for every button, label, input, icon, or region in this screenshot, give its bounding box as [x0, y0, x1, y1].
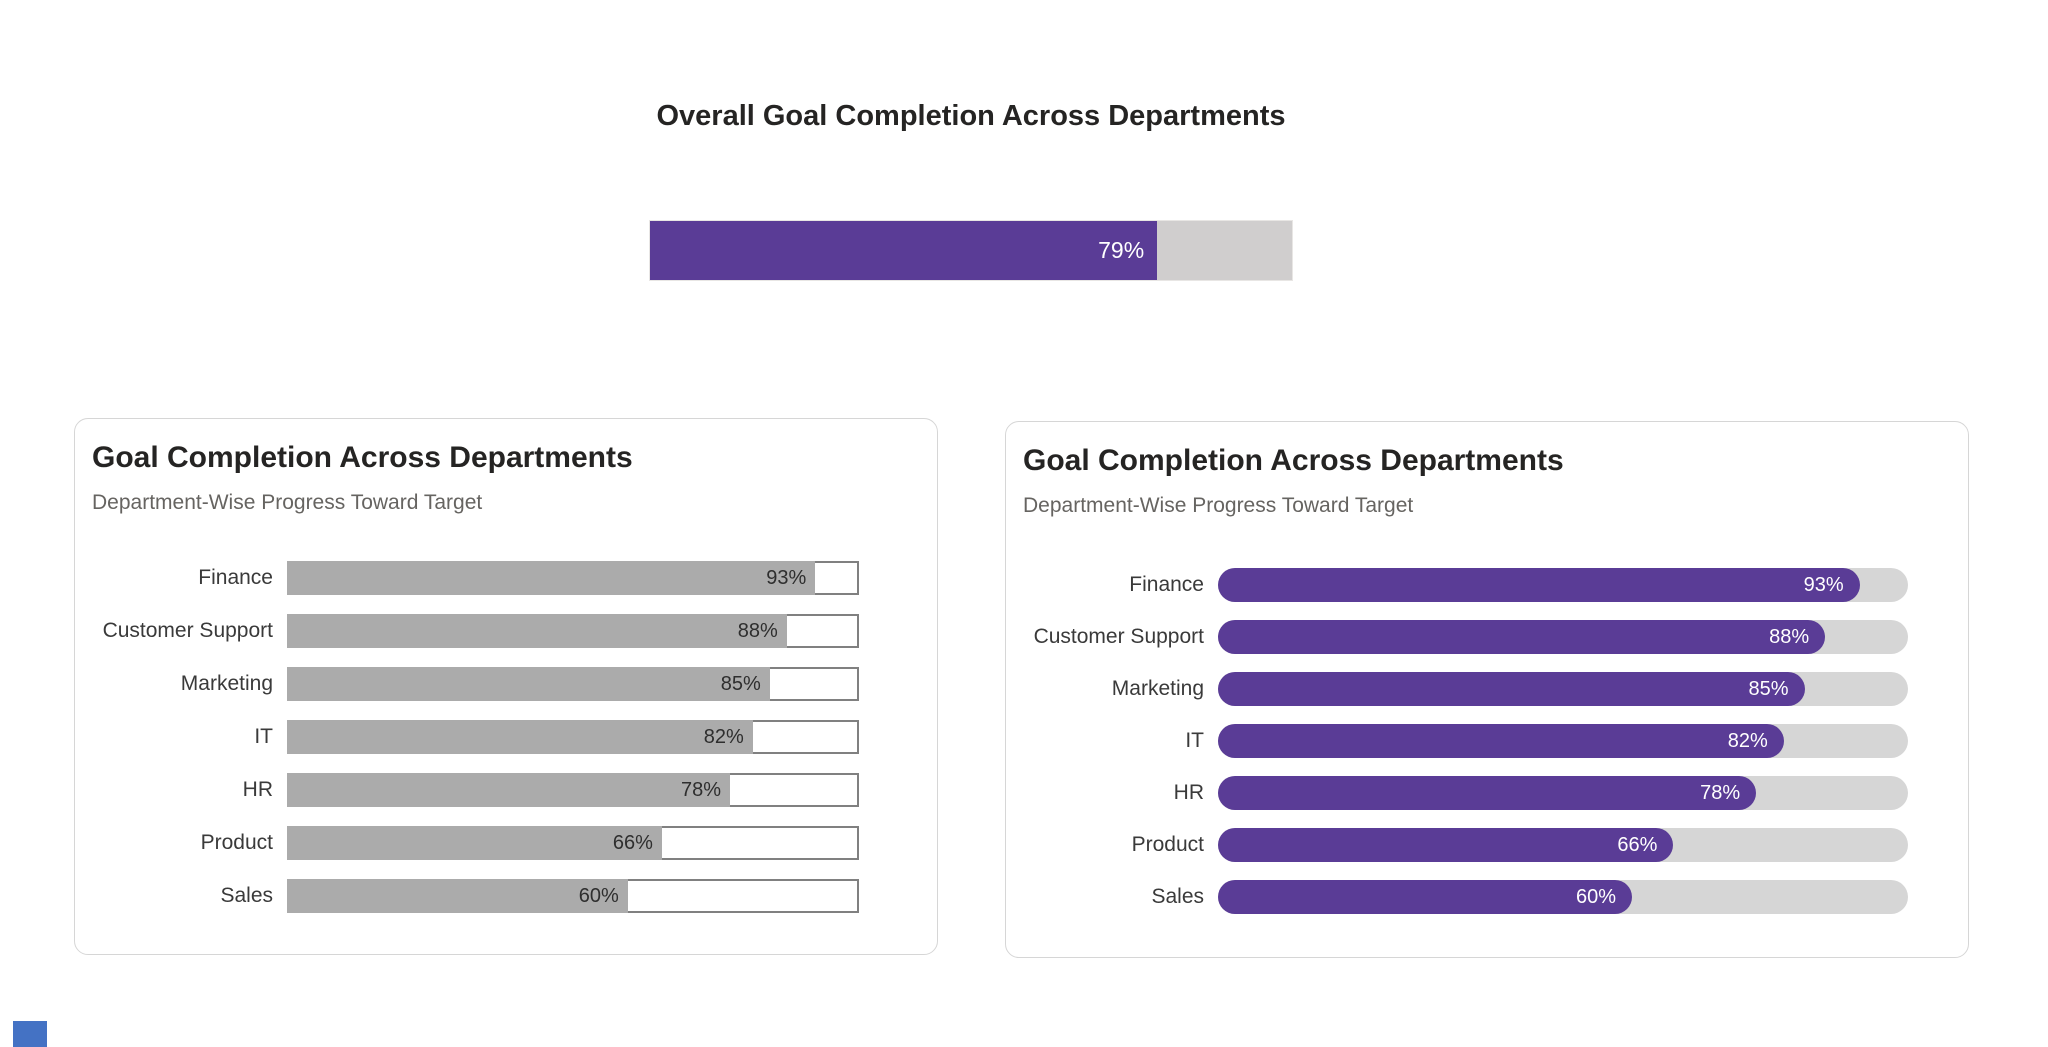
bar-chart-rows: Finance 93% Customer Support 88% Marketing 85… — [1006, 568, 1968, 932]
bar-row: IT 82% — [75, 720, 937, 754]
overall-progress-title: Overall Goal Completion Across Departmen… — [656, 100, 1286, 132]
bar-track[interactable]: 82% — [1218, 724, 1908, 758]
bar-track[interactable]: 78% — [1218, 776, 1908, 810]
bar-category-label: HR — [242, 778, 273, 801]
bar-category-label: HR — [1173, 781, 1204, 804]
overall-progress-value: 79% — [1098, 237, 1145, 263]
bar-value-label: 78% — [681, 778, 722, 801]
bar-chart-rows: Finance 93% Customer Support 88% Marketing 85… — [75, 561, 937, 932]
card-flat-bar-chart: Goal Completion Across Departments Depar… — [74, 418, 938, 955]
bar-row: HR 78% — [1006, 776, 1968, 810]
bar-fill[interactable]: 60% — [287, 879, 628, 913]
card-title: Goal Completion Across Departments — [1023, 444, 1564, 477]
bar-category-label: Sales — [220, 884, 273, 907]
bar-track[interactable]: 88% — [1218, 620, 1908, 654]
bar-fill[interactable]: 78% — [287, 773, 731, 807]
overall-progress-fill[interactable]: 79% — [650, 221, 1158, 280]
bar-value-label: 88% — [737, 619, 778, 642]
bar-row: Marketing 85% — [1006, 672, 1968, 706]
bar-fill[interactable]: 60% — [1218, 880, 1632, 914]
bar-row: Marketing 85% — [75, 667, 937, 701]
card-title: Goal Completion Across Departments — [92, 441, 633, 474]
bar-value-label: 93% — [1803, 573, 1844, 596]
bottom-left-blue-shape — [13, 1021, 47, 1047]
bar-fill[interactable]: 82% — [1218, 724, 1784, 758]
bar-category-label: Product — [200, 831, 273, 854]
bar-fill[interactable]: 85% — [287, 667, 770, 701]
bar-category-label: Marketing — [1111, 677, 1204, 700]
bar-fill[interactable]: 93% — [1218, 568, 1860, 602]
bar-track[interactable]: 60% — [1218, 880, 1908, 914]
bar-track[interactable]: 82% — [287, 720, 859, 754]
bar-category-label: Customer Support — [102, 619, 273, 642]
bar-fill[interactable]: 85% — [1218, 672, 1805, 706]
bar-fill[interactable]: 88% — [287, 614, 787, 648]
bar-row: HR 78% — [75, 773, 937, 807]
bar-track[interactable]: 88% — [287, 614, 859, 648]
bar-category-label: Product — [1131, 833, 1204, 856]
bar-row: Finance 93% — [75, 561, 937, 595]
bar-category-label: IT — [1185, 729, 1204, 752]
bar-category-label: IT — [254, 725, 273, 748]
bar-value-label: 85% — [720, 672, 761, 695]
bar-category-label: Finance — [1129, 573, 1204, 596]
bar-track[interactable]: 78% — [287, 773, 859, 807]
bar-category-label: Marketing — [180, 672, 273, 695]
bar-value-label: 78% — [1700, 781, 1741, 804]
bar-track[interactable]: 85% — [1218, 672, 1908, 706]
bar-fill[interactable]: 66% — [1218, 828, 1674, 862]
bar-fill[interactable]: 78% — [1218, 776, 1757, 810]
bar-value-label: 66% — [1617, 833, 1658, 856]
bar-value-label: 82% — [1727, 729, 1768, 752]
card-rounded-bar-chart: Goal Completion Across Departments Depar… — [1005, 421, 1969, 958]
bar-row: Product 66% — [1006, 828, 1968, 862]
bar-value-label: 85% — [1748, 677, 1789, 700]
bar-row: Sales 60% — [75, 879, 937, 913]
bar-track[interactable]: 60% — [287, 879, 859, 913]
bar-track[interactable]: 85% — [287, 667, 859, 701]
bar-value-label: 66% — [612, 831, 653, 854]
bar-track[interactable]: 93% — [1218, 568, 1908, 602]
bar-row: Customer Support 88% — [75, 614, 937, 648]
bar-row: IT 82% — [1006, 724, 1968, 758]
card-subtitle: Department-Wise Progress Toward Target — [1023, 494, 1414, 517]
bar-track[interactable]: 66% — [287, 826, 859, 860]
bar-track[interactable]: 66% — [1218, 828, 1908, 862]
bar-value-label: 60% — [1575, 885, 1616, 908]
bar-row: Product 66% — [75, 826, 937, 860]
bar-value-label: 60% — [578, 884, 619, 907]
bar-value-label: 82% — [703, 725, 744, 748]
bar-fill[interactable]: 82% — [287, 720, 753, 754]
bar-fill[interactable]: 93% — [287, 561, 816, 595]
bar-category-label: Customer Support — [1033, 625, 1204, 648]
bar-row: Sales 60% — [1006, 880, 1968, 914]
bar-track[interactable]: 93% — [287, 561, 859, 595]
bar-category-label: Finance — [198, 566, 273, 589]
bar-value-label: 93% — [766, 566, 807, 589]
card-subtitle: Department-Wise Progress Toward Target — [92, 491, 483, 514]
bar-category-label: Sales — [1151, 885, 1204, 908]
bar-row: Finance 93% — [1006, 568, 1968, 602]
bar-row: Customer Support 88% — [1006, 620, 1968, 654]
bar-fill[interactable]: 66% — [287, 826, 662, 860]
overall-progress-bar[interactable]: 79% — [649, 220, 1293, 281]
bar-fill[interactable]: 88% — [1218, 620, 1826, 654]
bar-value-label: 88% — [1769, 625, 1810, 648]
